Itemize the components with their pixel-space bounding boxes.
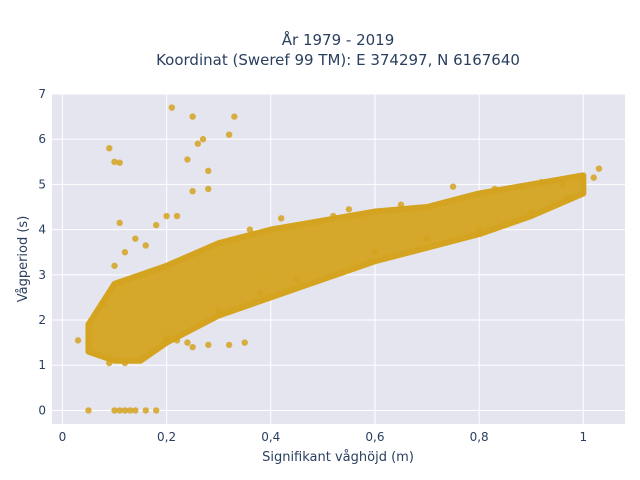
data-point [142, 242, 149, 249]
x-tick-label: 0 [59, 430, 67, 444]
data-point [215, 307, 222, 315]
data-point [142, 407, 149, 414]
data-point [106, 145, 113, 152]
data-point [225, 341, 233, 349]
data-point [163, 334, 170, 342]
data-point [205, 185, 212, 193]
data-point [241, 339, 248, 346]
x-tick-label: 0,4 [261, 430, 280, 444]
data-point [330, 212, 337, 220]
dense-data-band [85, 172, 587, 364]
data-point [126, 407, 134, 414]
data-point [184, 156, 191, 163]
data-point [173, 212, 181, 220]
x-tick-label: 1 [580, 430, 588, 444]
data-point [397, 201, 405, 208]
x-axis-ticks: 0 0,2 0,4 0,6 0,8 1 [59, 430, 588, 444]
data-point [449, 183, 457, 190]
data-point [189, 187, 196, 195]
data-point [189, 343, 196, 351]
data-point [257, 289, 264, 297]
chart-title-line-1: År 1979 - 2019 [282, 30, 395, 49]
y-tick-label: 5 [38, 177, 46, 191]
y-axis-title: Vågperiod (s) [16, 216, 31, 303]
data-point [116, 407, 123, 414]
data-point [225, 131, 233, 138]
data-point [423, 235, 431, 242]
data-point [371, 249, 379, 256]
data-point [564, 194, 571, 202]
x-axis-title: Signifikant våghöjd (m) [262, 450, 414, 465]
data-point [116, 159, 123, 166]
data-point [491, 185, 498, 193]
data-point [293, 276, 301, 283]
x-tick-label: 0,2 [157, 430, 176, 444]
x-tick-label: 0,6 [365, 430, 384, 444]
data-point [528, 208, 535, 215]
data-point [132, 407, 139, 414]
data-point [132, 235, 139, 242]
data-point [152, 221, 160, 229]
data-point [111, 407, 118, 414]
data-point [189, 113, 196, 120]
data-points [74, 104, 603, 414]
data-point [116, 219, 123, 227]
data-point [184, 339, 191, 346]
y-tick-label: 2 [38, 313, 46, 327]
data-point [538, 178, 545, 186]
data-point [121, 407, 129, 414]
data-point [205, 341, 212, 349]
data-point [345, 206, 353, 213]
data-point [590, 174, 597, 181]
data-point [152, 407, 160, 414]
chart-title-line-2: Koordinat (Sweref 99 TM): E 374297, N 61… [156, 51, 520, 69]
data-point [85, 407, 92, 414]
y-tick-label: 1 [38, 358, 46, 372]
data-point [559, 181, 566, 188]
y-tick-label: 4 [38, 223, 46, 237]
data-point [517, 183, 525, 190]
data-point [74, 337, 82, 344]
data-point [121, 249, 129, 256]
data-point [111, 262, 118, 269]
data-point [194, 140, 202, 147]
y-axis-ticks: 0 1 2 3 4 5 6 7 [38, 87, 46, 417]
data-point [163, 212, 170, 220]
data-point [246, 226, 254, 233]
y-tick-label: 6 [38, 132, 46, 146]
data-point [475, 226, 483, 233]
data-point [100, 301, 108, 308]
data-point [278, 215, 285, 222]
data-point [106, 359, 113, 367]
y-tick-label: 0 [38, 403, 46, 417]
data-point [199, 136, 207, 143]
data-point [595, 165, 603, 172]
data-point [205, 167, 212, 175]
dense-band-shape [85, 172, 587, 364]
y-tick-label: 3 [38, 268, 46, 282]
data-point [168, 104, 176, 111]
data-point [111, 158, 118, 166]
x-tick-label: 0,8 [470, 430, 489, 444]
data-point [121, 359, 129, 367]
data-point [173, 337, 181, 344]
data-point [231, 113, 238, 120]
y-tick-label: 7 [38, 87, 46, 101]
